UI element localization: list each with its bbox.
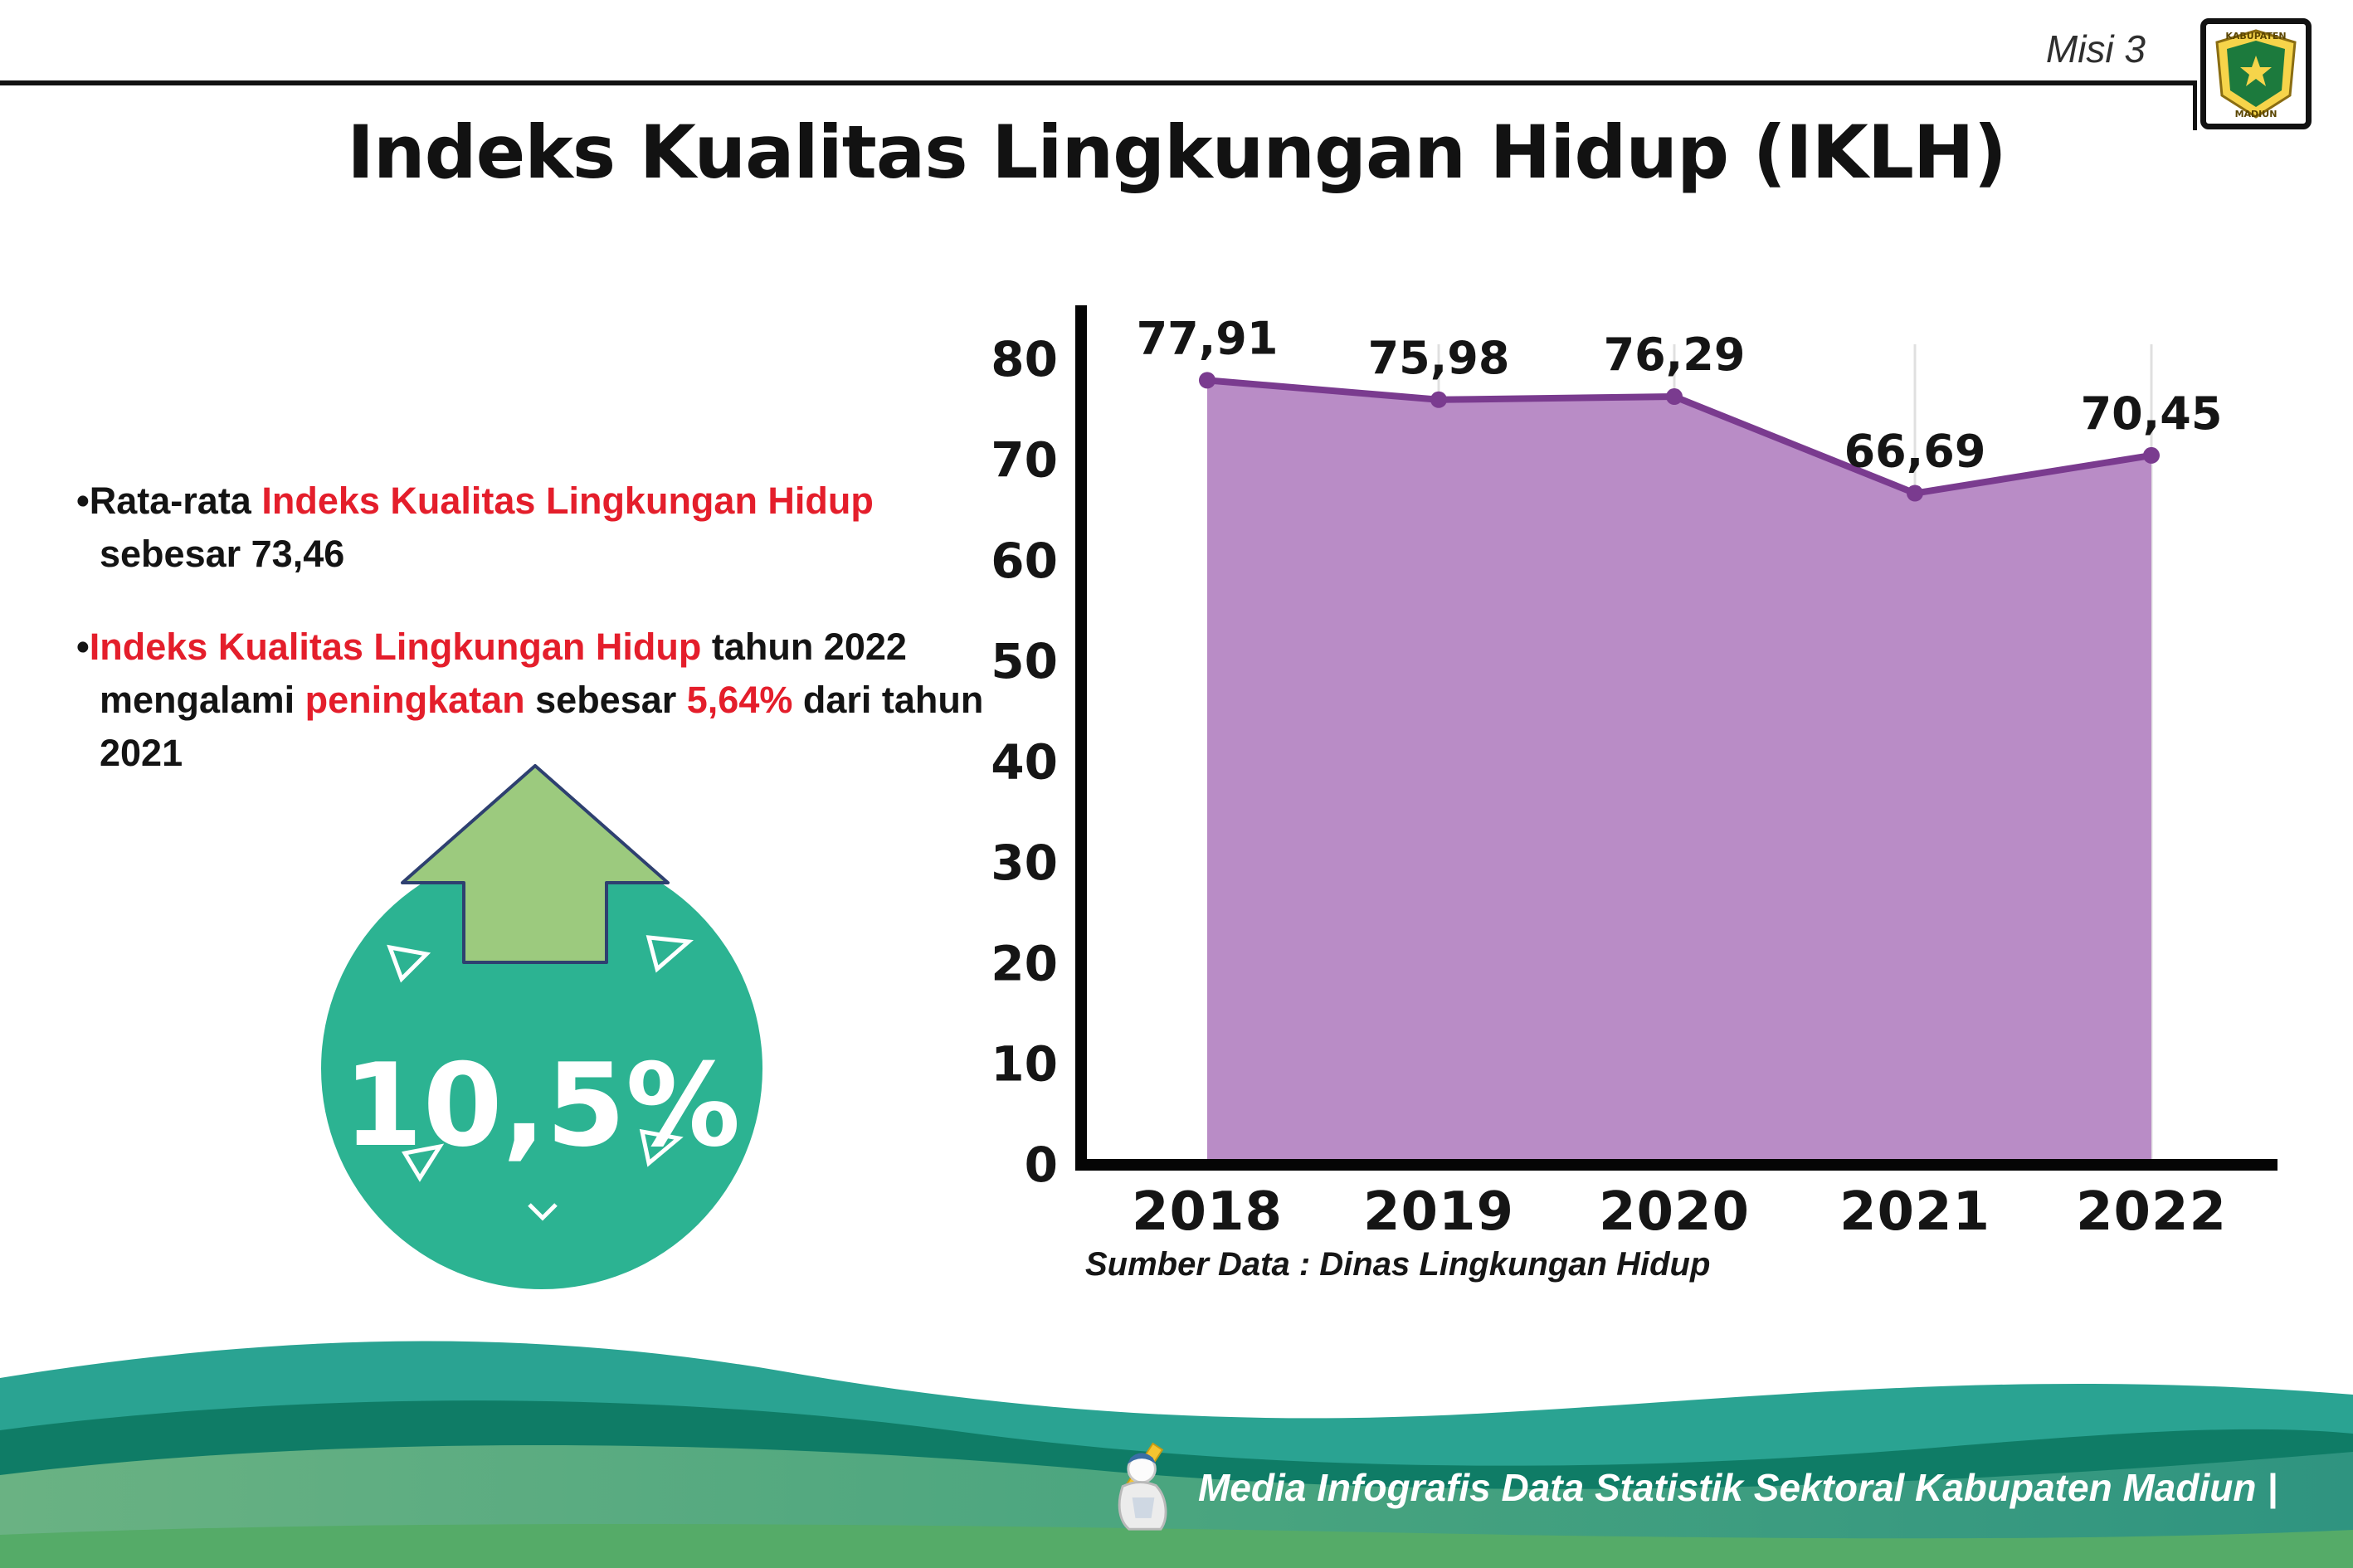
logo-bottom-text: MADIUN: [2235, 109, 2277, 119]
y-tick-label: 10: [991, 1036, 1058, 1093]
bullet1-text-1: Rata-rata: [89, 480, 262, 522]
bullet2-text-3: dari tahun 2021: [100, 678, 984, 774]
page-title: Indeks Kualitas Lingkungan Hidup (IKLH): [347, 110, 2007, 195]
bullet-item-increase: •Indeks Kualitas Lingkungan Hidup tahun …: [76, 621, 997, 780]
value-label: 70,45: [2081, 387, 2223, 440]
kabupaten-madiun-logo: KABUPATEN MADIUN: [2200, 18, 2312, 129]
data-point: [1430, 391, 1447, 408]
data-point: [2143, 446, 2160, 464]
misi-label: Misi 3: [2045, 27, 2146, 71]
data-point: [1666, 388, 1683, 406]
bullet1-text-2: sebesar 73,46: [100, 532, 345, 575]
bullet2-text-2: sebesar: [524, 678, 687, 721]
data-source-caption: Sumber Data : Dinas Lingkungan Hidup: [1085, 1246, 1711, 1283]
footer-credit: Media Infografis Data Statistik Sektoral…: [1103, 1442, 2277, 1533]
iklh-area-chart: 77,91 75,98 76,29 66,69 70,45 0 10 20 30 40 50 60 70…: [991, 305, 2277, 1243]
data-point: [1907, 485, 1923, 502]
value-label: 77,91: [1137, 312, 1279, 364]
key-points: •Rata-rata Indeks Kualitas Lingkungan Hi…: [76, 475, 997, 819]
badge-tick-marks: [387, 935, 694, 1221]
bullet2-text-1: tahun 2022 mengalami: [100, 625, 907, 721]
bullet-dot: •: [76, 480, 90, 522]
y-tick-label: 30: [991, 835, 1058, 891]
x-axis-label: 2018: [1132, 1181, 1283, 1243]
data-point: [1199, 372, 1215, 389]
bullet2-text-highlight-2: peningkatan: [304, 678, 525, 721]
crest-icon: KABUPATEN MADIUN: [2215, 29, 2297, 119]
y-tick-label: 40: [991, 734, 1058, 791]
growth-percentage: 10,5%: [343, 1039, 741, 1172]
bullet2-text-highlight-1: Indeks Kualitas Lingkungan Hidup: [89, 625, 702, 668]
x-axis-label: 2022: [2076, 1181, 2227, 1243]
bullet2-text-highlight-3: 5,64%: [686, 678, 793, 721]
y-tick-label: 20: [991, 935, 1058, 991]
bullet-dot: •: [76, 625, 90, 668]
bullet1-text-highlight: Indeks Kualitas Lingkungan Hidup: [261, 480, 874, 522]
value-label: 75,98: [1368, 332, 1510, 384]
up-arrow-icon: [401, 764, 670, 964]
y-tick-label: 0: [1025, 1137, 1058, 1193]
y-tick-label: 50: [991, 633, 1058, 689]
y-tick-label: 60: [991, 533, 1058, 589]
header-rule-corner: [2193, 80, 2197, 130]
y-tick-label: 70: [991, 431, 1058, 488]
wave-bottom-strip: [0, 1523, 2353, 1568]
y-tick-label: 80: [991, 331, 1058, 387]
footer-waves: [0, 1341, 2353, 1568]
logo-top-text: KABUPATEN: [2225, 31, 2286, 41]
footer-credit-text: Media Infografis Data Statistik Sektoral…: [1198, 1466, 2278, 1509]
growth-badge: 10,5%: [321, 764, 762, 1289]
x-axis-label: 2019: [1363, 1181, 1514, 1243]
value-label: 66,69: [1844, 426, 1986, 478]
bullet-item-average: •Rata-rata Indeks Kualitas Lingkungan Hi…: [76, 475, 997, 581]
x-axis-label: 2021: [1839, 1181, 1990, 1243]
header-rule: [0, 80, 2197, 85]
area-fill: [1207, 380, 2151, 1165]
mascot-icon: [1118, 1442, 1167, 1531]
value-label: 76,29: [1604, 329, 1746, 381]
x-axis-label: 2020: [1599, 1181, 1750, 1243]
